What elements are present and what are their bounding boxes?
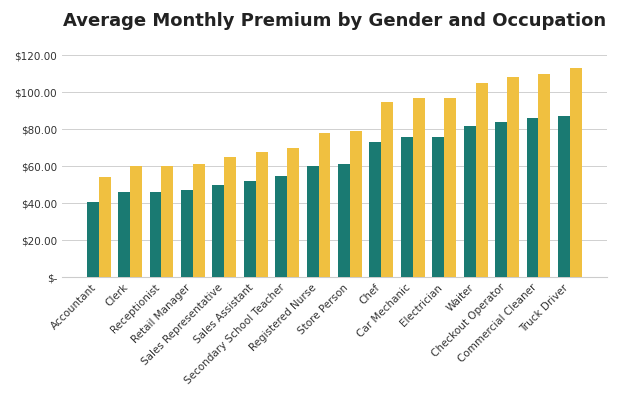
Bar <box>150 192 162 277</box>
Bar <box>350 131 362 277</box>
Bar <box>224 157 236 277</box>
Bar <box>444 98 456 277</box>
Bar <box>287 148 299 277</box>
Bar <box>181 191 193 277</box>
Bar <box>381 102 393 277</box>
Bar <box>98 177 111 277</box>
Bar <box>244 181 256 277</box>
Bar <box>539 74 550 277</box>
Bar <box>475 83 488 277</box>
Bar <box>193 164 205 277</box>
Bar <box>87 202 98 277</box>
Bar <box>527 118 539 277</box>
Bar <box>319 133 331 277</box>
Bar <box>413 98 425 277</box>
Bar <box>432 137 444 277</box>
Bar <box>275 175 287 277</box>
Bar <box>118 192 130 277</box>
Bar <box>256 151 267 277</box>
Bar <box>162 166 173 277</box>
Bar <box>558 116 570 277</box>
Bar <box>338 164 350 277</box>
Bar <box>464 126 475 277</box>
Bar <box>507 78 519 277</box>
Bar <box>212 185 224 277</box>
Bar <box>570 68 582 277</box>
Bar <box>495 122 507 277</box>
Bar <box>130 166 142 277</box>
Bar <box>401 137 413 277</box>
Bar <box>370 142 381 277</box>
Title: Average Monthly Premium by Gender and Occupation: Average Monthly Premium by Gender and Oc… <box>63 11 606 30</box>
Bar <box>306 166 319 277</box>
